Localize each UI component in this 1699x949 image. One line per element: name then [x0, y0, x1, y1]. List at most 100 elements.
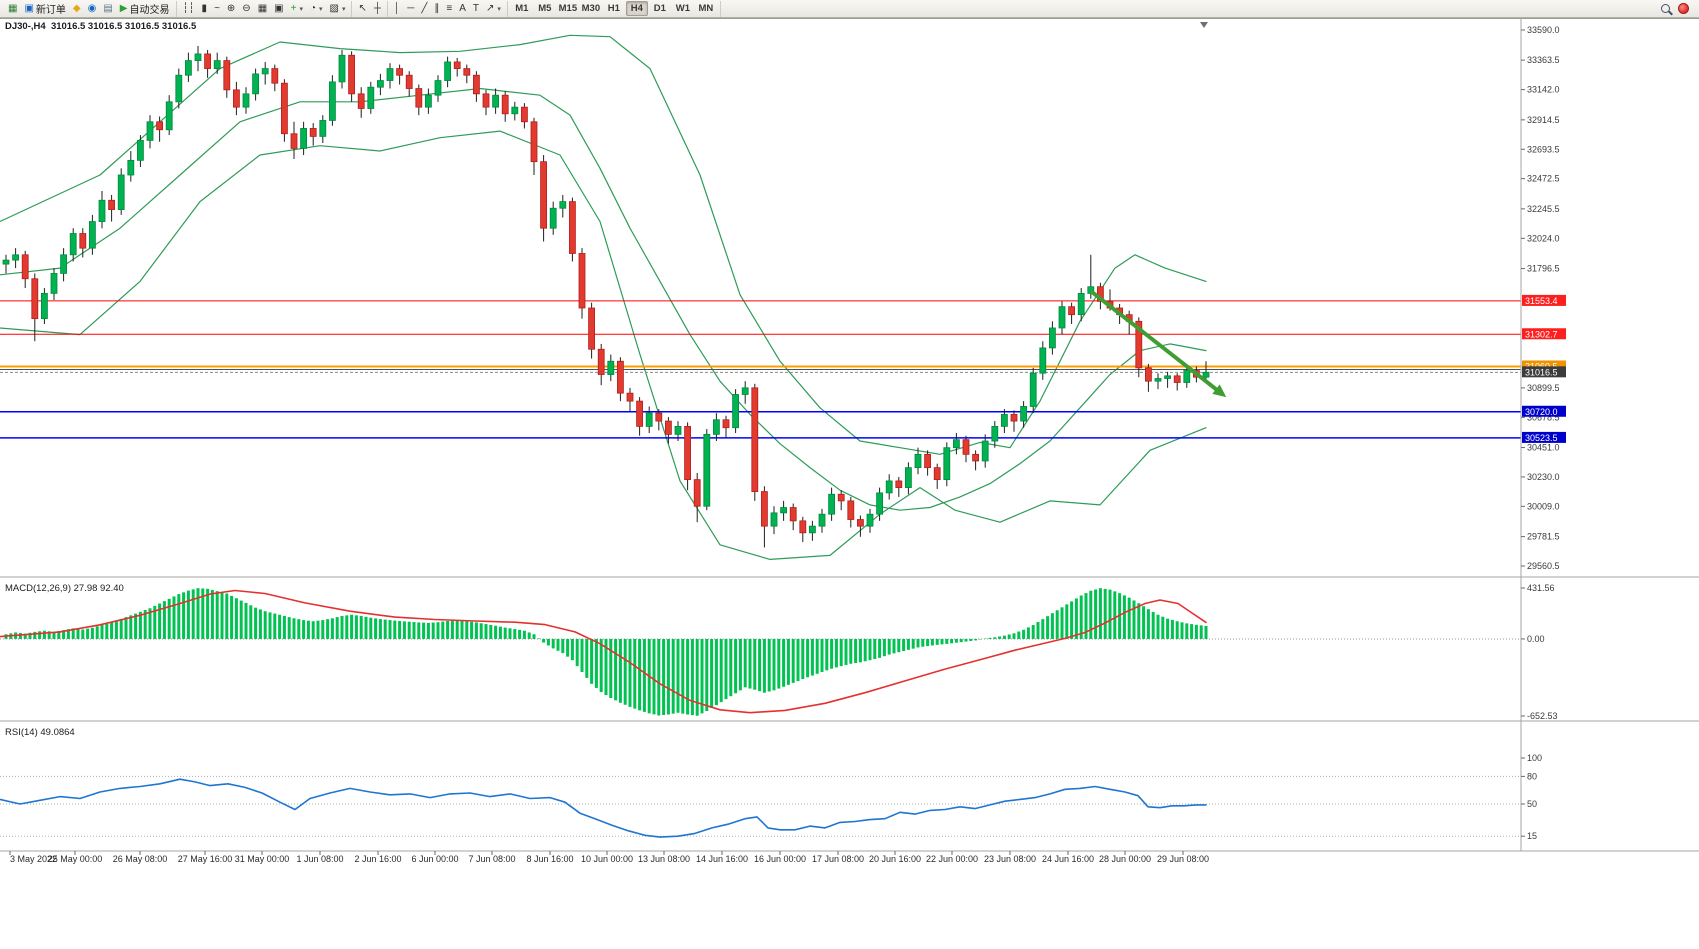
svg-text:2 Jun 16:00: 2 Jun 16:00	[354, 854, 401, 864]
chart-background	[0, 18, 1699, 944]
svg-text:32024.0: 32024.0	[1527, 233, 1560, 243]
new-order-button[interactable]: ▣ 新订单	[21, 1, 68, 16]
svg-text:29781.5: 29781.5	[1527, 532, 1560, 542]
svg-text:14 Jun 16:00: 14 Jun 16:00	[696, 854, 748, 864]
price-badge-30720.0	[1522, 405, 1566, 417]
svg-text:32472.5: 32472.5	[1527, 174, 1560, 184]
navigator-button[interactable]: ▤	[100, 1, 115, 16]
svg-text:3 May 2022: 3 May 2022	[10, 854, 57, 864]
svg-text:28 Jun 00:00: 28 Jun 00:00	[1099, 854, 1151, 864]
svg-text:31302.7: 31302.7	[1525, 329, 1558, 339]
svg-text:8 Jun 16:00: 8 Jun 16:00	[526, 854, 573, 864]
periods-button[interactable]: ◔ ▾	[307, 1, 326, 16]
svg-text:29560.5: 29560.5	[1527, 561, 1560, 571]
timeframe-W1[interactable]: W1	[672, 1, 694, 16]
bb-upper-band	[0, 34, 1207, 455]
timeframe-H4[interactable]: H4	[625, 1, 648, 16]
channel-icon: ∥	[434, 3, 440, 14]
price-badge-31302.7	[1522, 328, 1566, 340]
svg-text:29 Jun 08:00: 29 Jun 08:00	[1157, 854, 1209, 864]
price-badge-31060.5	[1522, 360, 1566, 372]
timeframe-H1[interactable]: H1	[603, 1, 625, 16]
market-watch-button[interactable]: ◉	[85, 1, 100, 16]
svg-text:7 Jun 08:00: 7 Jun 08:00	[468, 854, 515, 864]
svg-text:32693.5: 32693.5	[1527, 144, 1560, 154]
templates-button[interactable]: ▧ ▾	[327, 1, 349, 16]
svg-text:16 Jun 00:00: 16 Jun 00:00	[754, 854, 806, 864]
arrange-windows-button[interactable]: ▣	[271, 1, 286, 16]
svg-text:31016.5: 31016.5	[1525, 367, 1558, 377]
chart-window[interactable]: 431.56 0.00 -652.53 100 80 50 15 33590.0 33363.5…	[0, 18, 1699, 944]
arrows-button[interactable]: ↗ ▾	[483, 1, 504, 16]
svg-text:30009.0: 30009.0	[1527, 501, 1560, 511]
trendline-button[interactable]: ╱	[418, 1, 430, 16]
timeframe-M5[interactable]: M5	[534, 1, 556, 16]
timeframe-M30[interactable]: M30	[581, 3, 601, 14]
candlestick-button[interactable]: ▮	[199, 1, 211, 16]
svg-text:23 Jun 08:00: 23 Jun 08:00	[984, 854, 1036, 864]
chart-shift-marker[interactable]	[1200, 22, 1208, 28]
dropdown-caret-icon: ▾	[497, 5, 501, 13]
new-chart-button[interactable]: ▦	[5, 1, 20, 16]
horizontal-line-button[interactable]: ─	[404, 1, 417, 16]
timeframe-MN[interactable]: MN	[695, 1, 717, 16]
text-button[interactable]: A	[456, 1, 469, 16]
notification-icon[interactable]	[1678, 3, 1689, 14]
rsi-line	[0, 778, 1207, 838]
svg-text:32914.5: 32914.5	[1527, 115, 1560, 125]
svg-text:30678.5: 30678.5	[1527, 412, 1560, 422]
svg-text:0.00: 0.00	[1527, 634, 1545, 644]
channel-button[interactable]: ∥	[431, 1, 442, 16]
svg-text:30230.0: 30230.0	[1527, 472, 1560, 482]
label-button[interactable]: T	[470, 1, 482, 16]
svg-text:30899.5: 30899.5	[1527, 383, 1560, 393]
fibonacci-icon: ≡	[446, 3, 453, 14]
autotrading-icon: ▶	[119, 3, 128, 14]
tile-windows-button[interactable]: ▦	[255, 1, 270, 16]
toolbar-group-file: ▦ ▣ 新订单 ◆ ◉ ▤ ▶ 自动交易	[2, 0, 177, 17]
timeframe-M15[interactable]: M15	[558, 3, 578, 14]
main-toolbar: ▦ ▣ 新订单 ◆ ◉ ▤ ▶ 自动交易 ┆┆ ▮ ~ ⊕ ⊖ ▦ ▣ + ▾ ◔ ▾ ▧ ▾ ↖ ┼ │ ─ ╱ ∥ ≡ A T ↗ ▾ M1…	[0, 0, 1699, 18]
indicators-button[interactable]: + ▾	[288, 1, 306, 16]
price-chart-canvas[interactable]: 431.56 0.00 -652.53 100 80 50 15 33590.0 33363.5…	[0, 18, 1699, 944]
candlestick-icon: ▮	[201, 3, 208, 14]
svg-text:33142.0: 33142.0	[1527, 85, 1560, 95]
timeframe-D1[interactable]: D1	[649, 1, 671, 16]
svg-text:32245.5: 32245.5	[1527, 204, 1560, 214]
svg-text:31553.4: 31553.4	[1525, 296, 1558, 306]
periods-icon: ◔	[309, 3, 316, 14]
svg-text:10 Jun 00:00: 10 Jun 00:00	[581, 854, 633, 864]
price-badge-31016.5	[1522, 366, 1566, 378]
zoom-in-icon: ⊕	[226, 3, 236, 14]
timeframe-M1[interactable]: M1	[511, 1, 533, 16]
cursor-icon: ↖	[358, 3, 367, 14]
price-badge-30523.5	[1522, 431, 1566, 443]
dropdown-caret-icon: ▾	[319, 5, 323, 13]
svg-text:24 Jun 16:00: 24 Jun 16:00	[1042, 854, 1094, 864]
fibonacci-button[interactable]: ≡	[443, 1, 455, 16]
search-icon[interactable]	[1661, 4, 1670, 13]
svg-text:27 May 16:00: 27 May 16:00	[178, 854, 233, 864]
metaquotes-icon: ◆	[72, 3, 81, 14]
market-watch-icon: ◉	[87, 3, 97, 14]
cursor-button[interactable]: ↖	[355, 1, 369, 16]
metaquotes-button[interactable]: ◆	[70, 1, 84, 16]
bar-chart-button[interactable]: ┆┆	[180, 1, 198, 16]
svg-text:30523.5: 30523.5	[1525, 433, 1558, 443]
vertical-line-icon: │	[393, 3, 401, 14]
line-chart-button[interactable]: ~	[211, 1, 223, 16]
zoom-out-button[interactable]: ⊖	[239, 1, 253, 16]
autotrading-button-label: 自动交易	[129, 5, 170, 16]
autotrading-button[interactable]: ▶ 自动交易	[117, 1, 173, 16]
zoom-out-icon: ⊖	[242, 3, 251, 14]
svg-text:80: 80	[1527, 771, 1537, 781]
crosshair-button[interactable]: ┼	[371, 1, 384, 16]
zoom-in-button[interactable]: ⊕	[224, 1, 238, 16]
trend-arrow[interactable]	[1090, 290, 1218, 392]
arrows-icon: ↗	[485, 3, 495, 14]
line-chart-icon: ~	[214, 3, 220, 14]
vertical-line-button[interactable]: │	[391, 1, 403, 16]
svg-text:25 May 00:00: 25 May 00:00	[48, 854, 103, 864]
crosshair-icon: ┼	[373, 3, 381, 14]
svg-text:-652.53: -652.53	[1527, 711, 1558, 721]
